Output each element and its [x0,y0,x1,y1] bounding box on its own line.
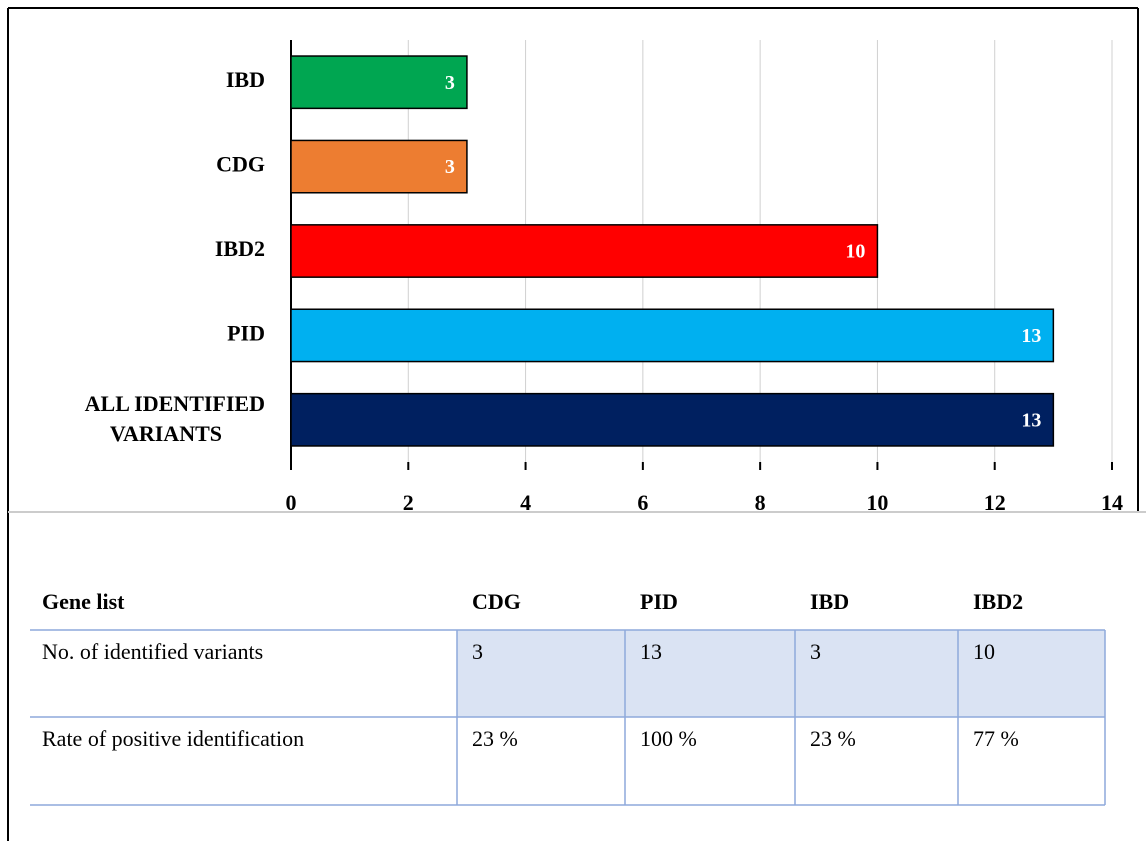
category-label: IBD2 [215,236,265,261]
bar [290,55,468,110]
bar [290,139,468,194]
category-label: PID [227,320,265,345]
table-cell: 77 % [973,726,1019,751]
data-label: 10 [845,241,865,263]
table-cell: 23 % [810,726,856,751]
table-cell: Rate of positive identification [42,726,304,751]
x-tick-label: 6 [637,490,648,515]
x-tick-label: 12 [984,490,1006,515]
data-label: 13 [1021,325,1041,347]
table-cell: No. of identified variants [42,639,263,664]
bar [290,224,879,278]
x-tick-label: 0 [286,490,297,515]
data-label: 3 [445,72,455,94]
table-cell: 13 [640,639,662,664]
table-header: IBD [810,589,849,614]
table-header: Gene list [42,589,125,614]
category-label: IBD [226,67,265,92]
table-cell: 3 [810,639,821,664]
cell-bg [457,630,1105,717]
x-tick-label: 10 [866,490,888,515]
data-label: 13 [1021,409,1041,431]
data-label: 3 [445,156,455,178]
category-label: ALL IDENTIFIED VARIANTS [85,391,265,446]
x-tick-label: 2 [403,490,414,515]
table-header: CDG [472,589,521,614]
cell-bg [457,717,1105,805]
bar [290,308,1055,363]
x-tick-label: 8 [755,490,766,515]
x-tick-label: 4 [520,490,531,515]
category-label: CDG [216,152,265,177]
table-cell: 10 [973,639,995,664]
table-cell: 100 % [640,726,697,751]
x-tick-label: 14 [1101,490,1123,515]
bar [290,392,1055,447]
table-header: IBD2 [973,589,1023,614]
table-cell: 3 [472,639,483,664]
table-header: PID [640,589,678,614]
table-cell: 23 % [472,726,518,751]
